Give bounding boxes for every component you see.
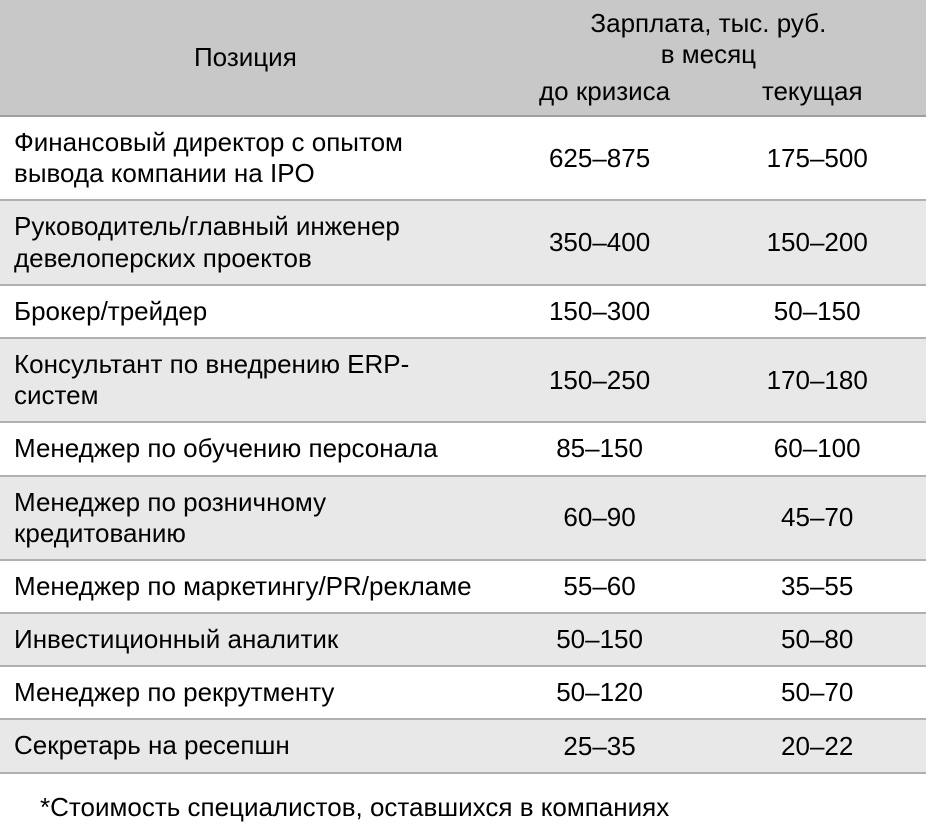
table-row: Финансовый директор с опытом вывода комп… <box>0 116 926 200</box>
table-row: Менеджер по рекрутменту 50–120 50–70 <box>0 666 926 719</box>
cell-current: 50–80 <box>708 613 926 666</box>
cell-before: 85–150 <box>491 422 709 475</box>
table-row: Брокер/трейдер 150–300 50–150 <box>0 285 926 338</box>
cell-position: Руководитель/главный инженер девелоперск… <box>0 200 491 284</box>
cell-position: Менеджер по розничному кредитованию <box>0 476 491 560</box>
table-row: Менеджер по маркетингу/PR/рекламе 55–60 … <box>0 560 926 613</box>
header-salary-title: Зарплата, тыс. руб. <box>501 8 916 39</box>
table-row: Инвестиционный аналитик 50–150 50–80 <box>0 613 926 666</box>
cell-before: 25–35 <box>491 719 709 772</box>
cell-current: 150–200 <box>708 200 926 284</box>
header-before-crisis: до кризиса <box>501 76 709 107</box>
table-row: Консультант по внедрению ERP-систем 150–… <box>0 338 926 422</box>
cell-position: Консультант по внедрению ERP-систем <box>0 338 491 422</box>
cell-before: 50–120 <box>491 666 709 719</box>
cell-position: Инвестиционный аналитик <box>0 613 491 666</box>
cell-before: 60–90 <box>491 476 709 560</box>
table-header-row: Позиция Зарплата, тыс. руб. в месяц до к… <box>0 0 926 116</box>
cell-current: 175–500 <box>708 116 926 200</box>
cell-before: 150–250 <box>491 338 709 422</box>
table-row: Руководитель/главный инженер девелоперск… <box>0 200 926 284</box>
cell-current: 170–180 <box>708 338 926 422</box>
cell-current: 60–100 <box>708 422 926 475</box>
header-position: Позиция <box>0 0 491 116</box>
cell-before: 50–150 <box>491 613 709 666</box>
cell-position: Брокер/трейдер <box>0 285 491 338</box>
cell-current: 20–22 <box>708 719 926 772</box>
salary-table-container: Позиция Зарплата, тыс. руб. в месяц до к… <box>0 0 926 833</box>
header-salary: Зарплата, тыс. руб. в месяц до кризиса т… <box>491 0 926 116</box>
cell-before: 150–300 <box>491 285 709 338</box>
header-position-label: Позиция <box>10 42 481 73</box>
cell-position: Секретарь на ресепшн <box>0 719 491 772</box>
header-current: текущая <box>708 76 916 107</box>
cell-position: Менеджер по обучению персонала <box>0 422 491 475</box>
cell-before: 350–400 <box>491 200 709 284</box>
footnote: *Стоимость специалистов, оставшихся в ко… <box>0 774 926 833</box>
header-sub-row: до кризиса текущая <box>501 76 916 107</box>
cell-before: 625–875 <box>491 116 709 200</box>
cell-current: 45–70 <box>708 476 926 560</box>
cell-position: Менеджер по рекрутменту <box>0 666 491 719</box>
cell-current: 50–70 <box>708 666 926 719</box>
table-row: Секретарь на ресепшн 25–35 20–22 <box>0 719 926 772</box>
cell-position: Финансовый директор с опытом вывода комп… <box>0 116 491 200</box>
table-row: Менеджер по розничному кредитованию 60–9… <box>0 476 926 560</box>
header-salary-subtitle: в месяц <box>501 39 916 70</box>
salary-table: Позиция Зарплата, тыс. руб. в месяц до к… <box>0 0 926 774</box>
table-row: Менеджер по обучению персонала 85–150 60… <box>0 422 926 475</box>
cell-position: Менеджер по маркетингу/PR/рекламе <box>0 560 491 613</box>
cell-before: 55–60 <box>491 560 709 613</box>
cell-current: 35–55 <box>708 560 926 613</box>
table-body: Финансовый директор с опытом вывода комп… <box>0 116 926 773</box>
cell-current: 50–150 <box>708 285 926 338</box>
